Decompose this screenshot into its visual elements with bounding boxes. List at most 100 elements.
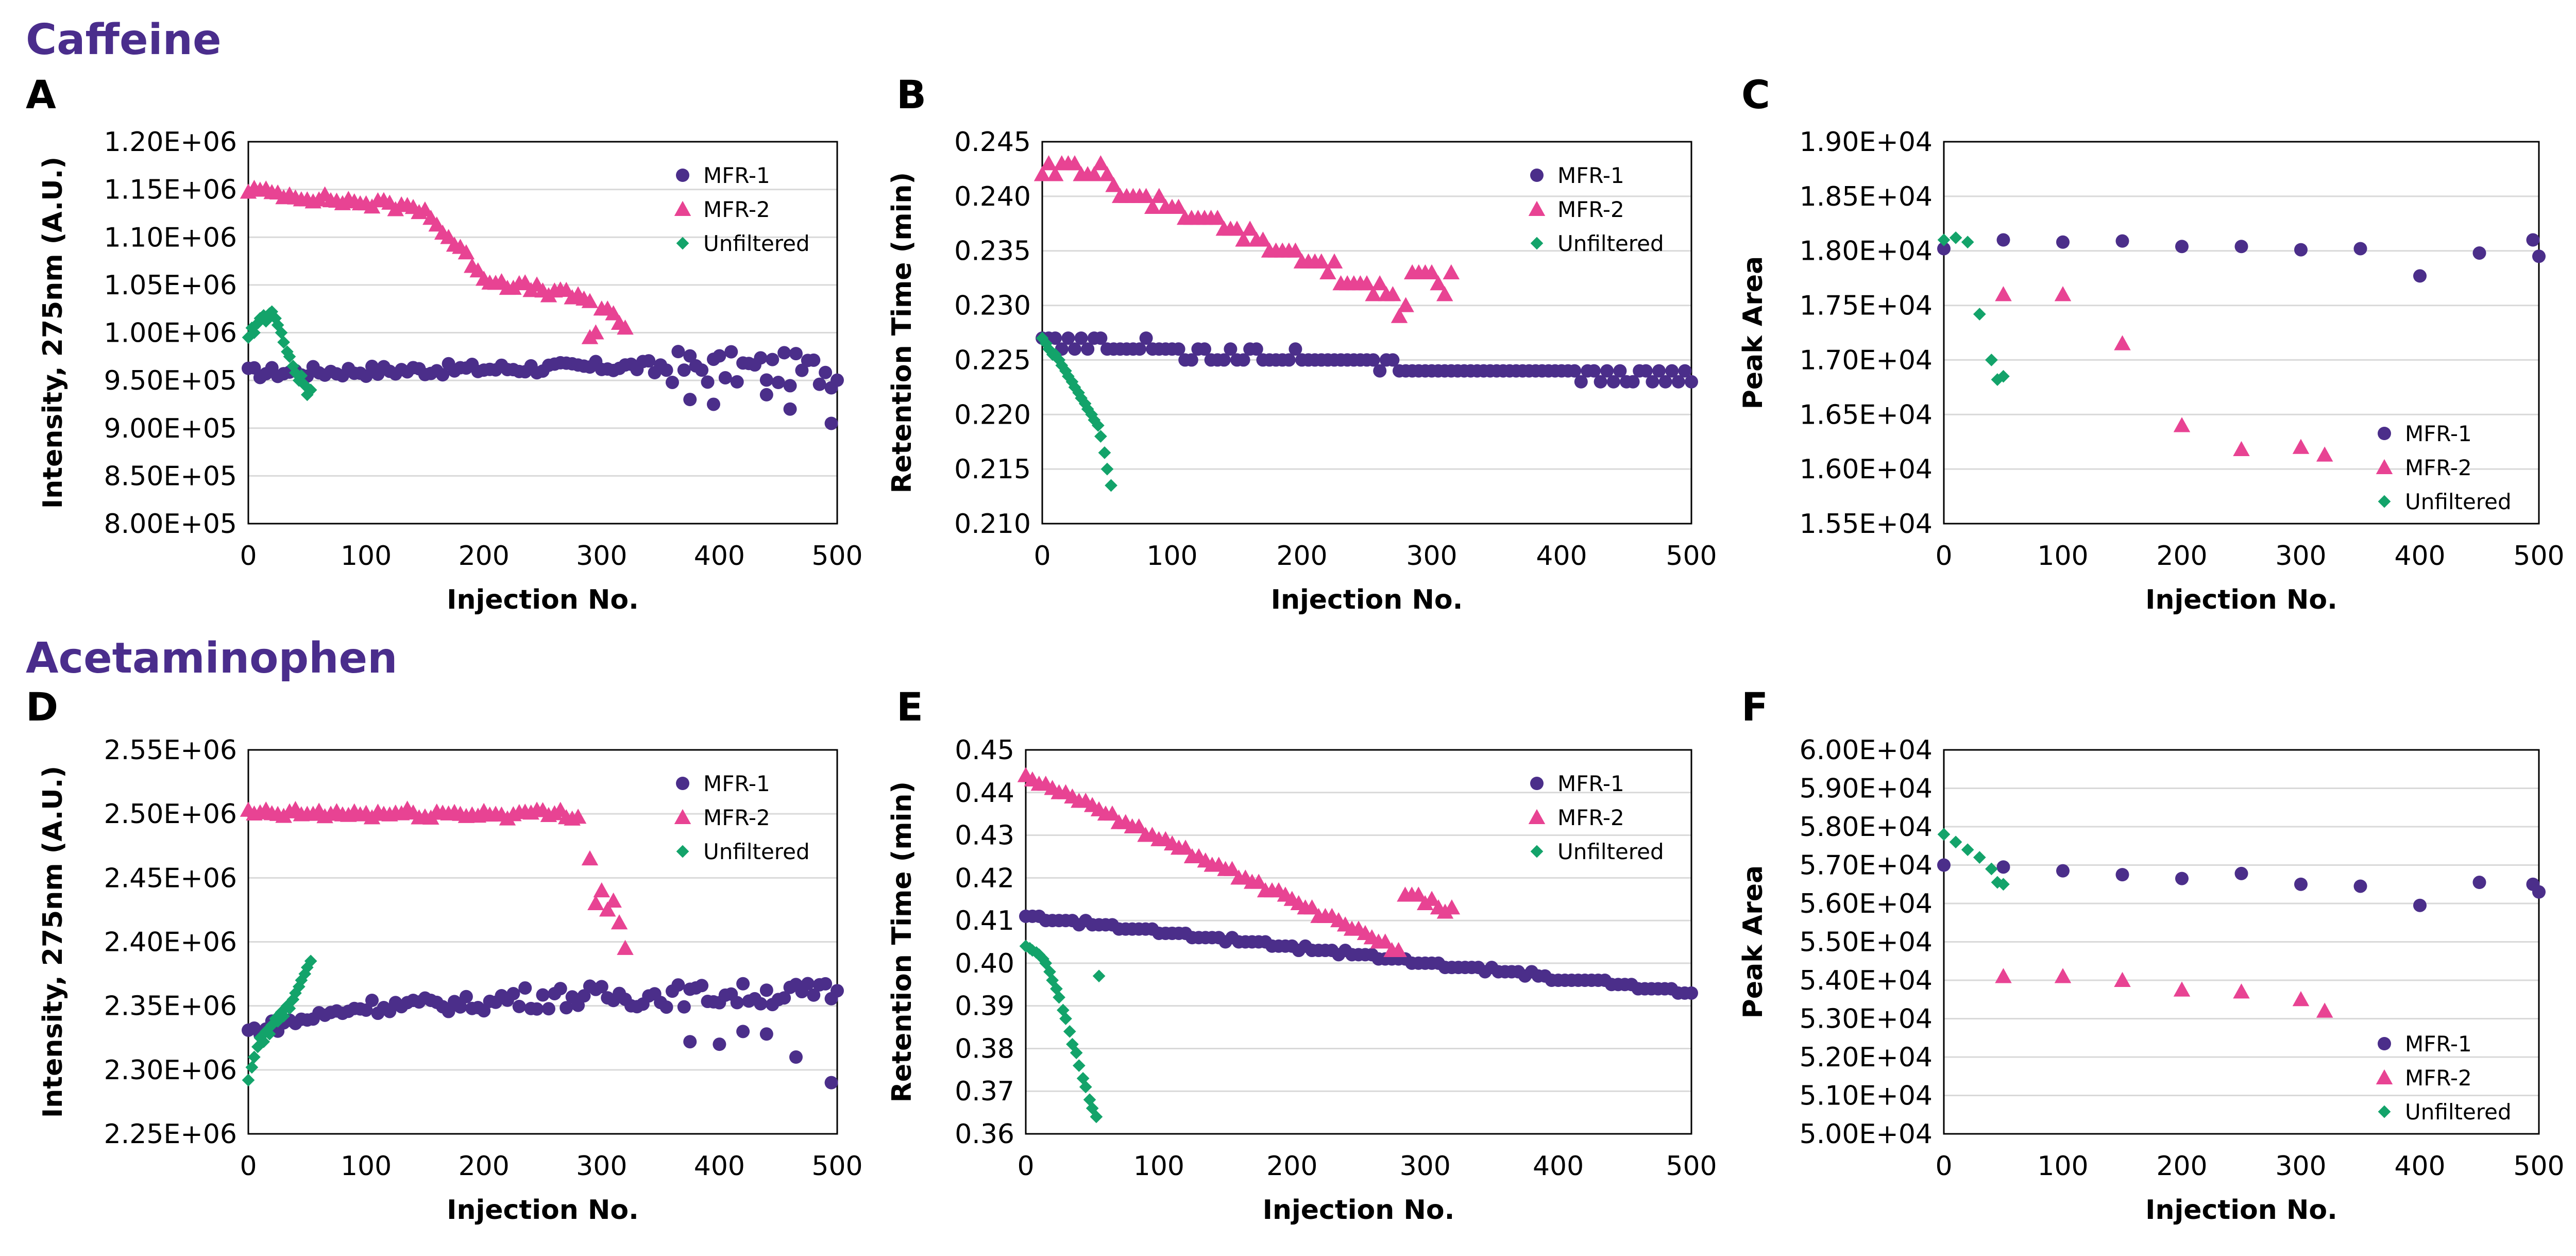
x-tick-label: 100 <box>1133 1151 1184 1182</box>
y-tick-label: 0.215 <box>954 454 1031 485</box>
x-tick-label: 400 <box>1536 541 1587 572</box>
data-point <box>1995 286 2012 302</box>
data-point <box>536 988 550 1002</box>
legend-marker <box>1530 777 1544 790</box>
data-point <box>1613 364 1627 378</box>
data-point <box>289 366 302 379</box>
x-tick-label: 200 <box>1266 1151 1317 1182</box>
y-tick-label: 1.90E+04 <box>1800 127 1933 158</box>
data-point <box>457 244 475 260</box>
data-point <box>766 353 779 366</box>
data-point <box>1685 986 1698 1000</box>
data-point <box>283 1002 296 1015</box>
data-point <box>671 978 685 992</box>
section-title-caffeine: Caffeine <box>26 15 222 64</box>
data-point <box>771 376 785 390</box>
data-point <box>581 293 599 308</box>
y-tick-label: 5.30E+04 <box>1800 1004 1933 1035</box>
chart-panel-b: B 0.210 0.215 0.220 0.225 0.230 0.235 0.240 0.24… <box>887 72 1717 615</box>
data-point <box>251 316 264 330</box>
data-point <box>1937 242 1951 256</box>
data-point <box>1961 236 1974 249</box>
data-point <box>1377 933 1394 949</box>
data-point <box>1937 858 1951 872</box>
data-point <box>1416 895 1434 910</box>
data-point <box>292 374 306 387</box>
data-point <box>587 895 604 910</box>
x-axis-title: Injection No. <box>2145 584 2337 615</box>
data-point <box>1995 968 2012 983</box>
data-point <box>677 1000 691 1014</box>
y-tick-label: 5.80E+04 <box>1800 812 1933 843</box>
data-point <box>1671 375 1685 389</box>
data-point <box>1092 969 1106 983</box>
data-point <box>365 993 379 1007</box>
series-mfr-2 <box>240 800 634 955</box>
data-point <box>1150 188 1168 203</box>
panel-letter: D <box>26 684 58 730</box>
legend-marker <box>1530 169 1544 182</box>
data-point <box>1033 166 1051 181</box>
data-point <box>1289 342 1302 356</box>
y-tick-label: 0.225 <box>954 345 1031 376</box>
y-tick-label: 1.00E+06 <box>104 318 237 349</box>
series-mfr-2 <box>1017 767 1461 958</box>
x-tick-label: 400 <box>2394 1151 2445 1182</box>
y-tick-label: 1.15E+06 <box>104 175 237 206</box>
data-point <box>1184 353 1198 367</box>
data-point <box>283 350 296 363</box>
y-tick-label: 5.70E+04 <box>1800 850 1933 881</box>
data-point <box>1423 891 1440 906</box>
legend-marker <box>676 845 689 858</box>
y-tick-label: 2.25E+06 <box>104 1119 237 1150</box>
data-point <box>783 402 797 416</box>
data-point <box>1048 331 1062 345</box>
data-point <box>253 1031 267 1045</box>
panel-letter: A <box>26 72 56 118</box>
legend-marker <box>1528 809 1546 824</box>
data-point <box>512 999 526 1013</box>
data-point <box>1600 364 1614 378</box>
x-tick-label: 400 <box>694 1151 745 1182</box>
y-axis-title: Retention Time (min) <box>887 781 918 1102</box>
data-point <box>553 982 567 996</box>
data-point <box>1287 242 1304 258</box>
charts-layer: A 8.00E+05 8.50E+05 9.00E+05 9.50E+05 1.00E+0… <box>26 72 2565 1226</box>
data-point <box>1066 155 1083 171</box>
data-point <box>242 1074 255 1087</box>
x-tick-label: 0 <box>1935 1151 1952 1182</box>
data-point <box>1358 275 1376 291</box>
chart-panel-f: F 5.00E+04 5.10E+04 5.20E+04 5.30E+04 5.40E+0… <box>1738 684 2565 1226</box>
legend-label: MFR-1 <box>1557 163 1624 188</box>
data-point <box>2056 864 2070 878</box>
data-point <box>1081 342 1095 356</box>
data-point <box>1443 899 1461 915</box>
data-point <box>2114 972 2131 987</box>
x-tick-label: 200 <box>2156 1151 2207 1182</box>
data-point <box>1973 851 1986 864</box>
data-point <box>695 363 709 377</box>
data-point <box>683 349 697 363</box>
data-point <box>1397 297 1414 312</box>
y-tick-label: 0.230 <box>954 291 1031 322</box>
data-point <box>2294 243 2308 257</box>
data-point <box>257 1035 270 1048</box>
data-point <box>754 351 768 365</box>
y-tick-label: 1.70E+04 <box>1800 345 1933 376</box>
data-point <box>436 368 450 382</box>
x-tick-label: 200 <box>2156 541 2207 572</box>
data-point <box>2472 246 2486 260</box>
y-tick-label: 0.45 <box>955 735 1014 766</box>
data-point <box>281 345 294 358</box>
data-point <box>1386 353 1400 367</box>
data-point <box>1053 991 1065 1004</box>
y-tick-label: 0.42 <box>955 863 1014 894</box>
legend: MFR-1 MFR-2 Unfiltered <box>2376 421 2512 514</box>
data-point <box>1079 1080 1092 1094</box>
y-axis-title: Retention Time (min) <box>887 172 918 493</box>
data-point <box>759 983 773 997</box>
y-tick-label: 5.90E+04 <box>1800 774 1933 805</box>
data-point <box>1074 331 1088 345</box>
data-point <box>1991 373 2004 386</box>
